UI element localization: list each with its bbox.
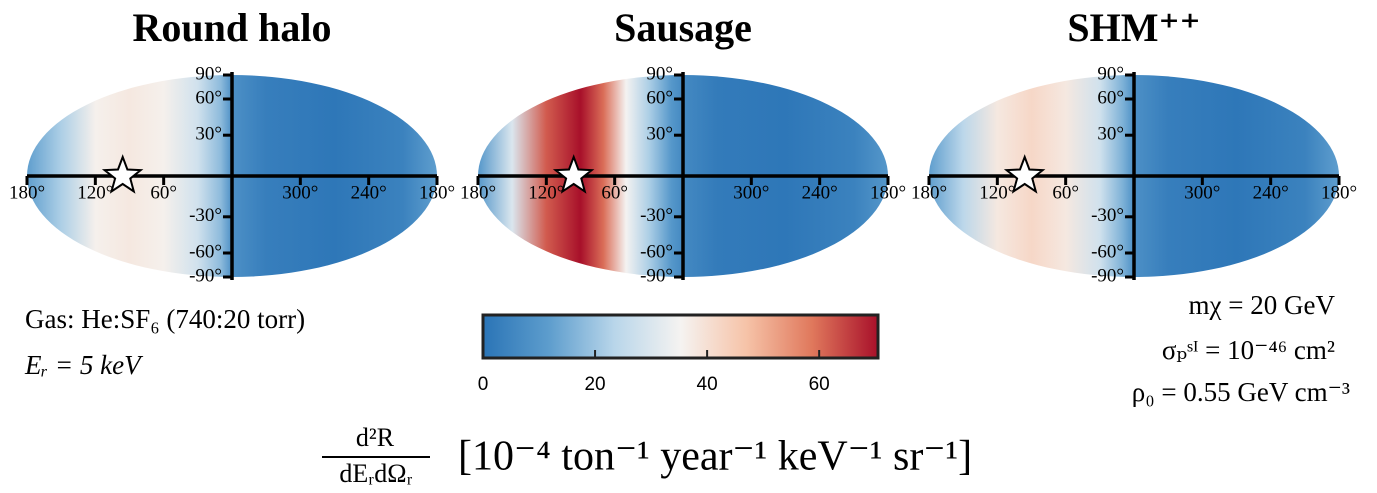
- y-tick-label: -60°: [640, 241, 673, 262]
- x-tick-label: 180°: [1321, 182, 1357, 203]
- x-tick-label: 180°: [9, 182, 45, 203]
- x-tick-label: 300°: [733, 182, 769, 203]
- gas-label: Gas: He:SF₆ (740:20 torr): [25, 304, 305, 334]
- panel-title: Sausage: [614, 5, 752, 50]
- y-tick-label: 90°: [1097, 63, 1124, 84]
- x-tick-label: 240°: [351, 182, 387, 203]
- y-tick-label: -90°: [640, 265, 673, 286]
- y-tick-label: -90°: [1091, 265, 1124, 286]
- cross-section-label: σₚˢᴵ = 10⁻⁴⁶ cm²: [1162, 335, 1335, 365]
- y-tick-label: 90°: [646, 63, 673, 84]
- star-marker: [552, 154, 595, 194]
- colorbar-tick-label: 20: [584, 374, 605, 395]
- x-tick-label: 120°: [979, 182, 1015, 203]
- x-tick-label: 60°: [1052, 182, 1079, 203]
- unit-denominator: dEᵣdΩᵣ: [339, 459, 412, 488]
- x-tick-label: 240°: [802, 182, 838, 203]
- y-tick-label: 60°: [195, 87, 222, 108]
- y-tick-label: -90°: [189, 265, 222, 286]
- x-tick-label: 300°: [1184, 182, 1220, 203]
- y-tick-label: 60°: [1097, 87, 1124, 108]
- colorbar-tick-label: 40: [697, 374, 718, 395]
- colorbar: [481, 313, 880, 360]
- unit-numerator: d²R: [356, 423, 395, 452]
- x-tick-label: 180°: [870, 182, 906, 203]
- panel-title: SHM⁺⁺: [1067, 5, 1200, 50]
- x-tick-label: 180°: [460, 182, 496, 203]
- panel-title: Round halo: [133, 5, 332, 50]
- x-tick-label: 60°: [601, 182, 628, 203]
- y-tick-label: 60°: [646, 87, 673, 108]
- y-tick-label: -60°: [189, 241, 222, 262]
- x-tick-label: 300°: [282, 182, 318, 203]
- x-tick-label: 240°: [1253, 182, 1289, 203]
- x-tick-label: 120°: [528, 182, 564, 203]
- mass-label: mχ = 20 GeV: [1189, 290, 1336, 320]
- unit-text: [10⁻⁴ ton⁻¹ year⁻¹ keV⁻¹ sr⁻¹]: [458, 434, 972, 480]
- y-tick-label: -30°: [1091, 205, 1124, 226]
- x-tick-label: 60°: [150, 182, 177, 203]
- star-marker: [1003, 154, 1046, 194]
- energy-label: Eᵣ = 5 keV: [24, 350, 144, 380]
- y-tick-label: 30°: [195, 124, 222, 145]
- y-tick-label: -30°: [189, 205, 222, 226]
- star-marker: [101, 154, 144, 194]
- colorbar-tick-label: 0: [478, 374, 489, 395]
- density-label: ρ₀ = 0.55 GeV cm⁻³: [1132, 377, 1350, 407]
- y-tick-label: 90°: [195, 63, 222, 84]
- y-tick-label: -60°: [1091, 241, 1124, 262]
- x-tick-label: 120°: [77, 182, 113, 203]
- colorbar-tick-label: 60: [809, 374, 830, 395]
- x-tick-label: 180°: [419, 182, 455, 203]
- y-tick-label: 30°: [646, 124, 673, 145]
- y-tick-label: -30°: [640, 205, 673, 226]
- x-tick-label: 180°: [911, 182, 947, 203]
- y-tick-label: 30°: [1097, 124, 1124, 145]
